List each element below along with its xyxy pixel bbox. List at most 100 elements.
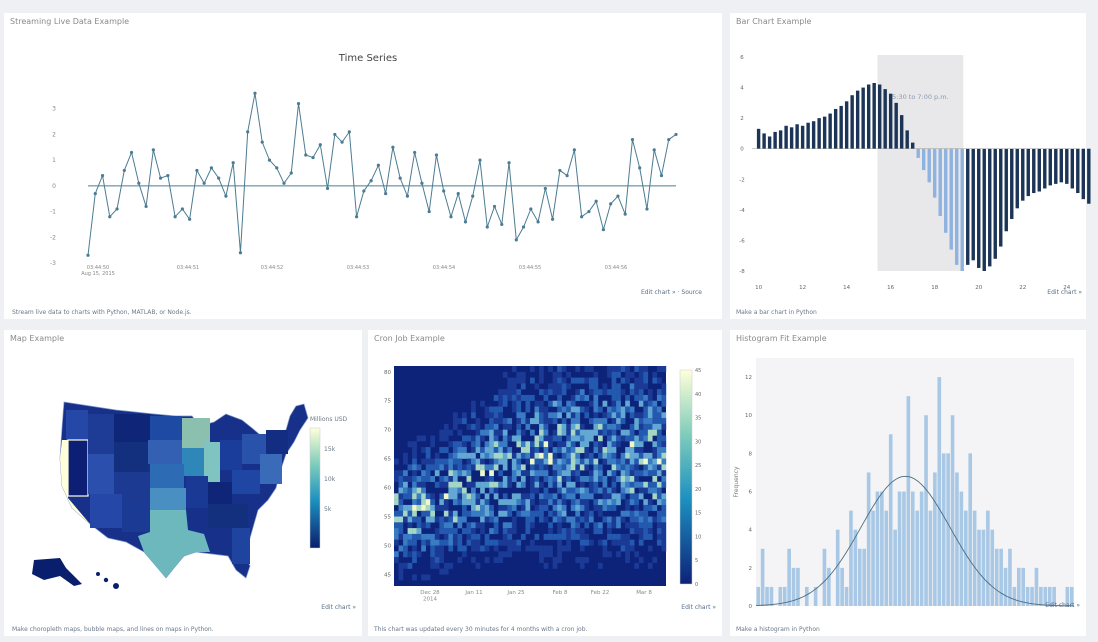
histogram-bar xyxy=(1034,567,1039,606)
heatmap-cell xyxy=(543,429,549,436)
data-point xyxy=(362,189,366,193)
heatmap-cell xyxy=(593,504,599,511)
heatmap-cell xyxy=(570,522,576,529)
cron-edit-chart-link[interactable]: Edit chart » xyxy=(681,604,716,611)
histogram-bar xyxy=(986,510,990,606)
heatmap-cell xyxy=(557,499,562,506)
bar-panel: Bar Chart Example 6 4 2 0 -2 -4 -6 -8 10 12 14 16 18… xyxy=(730,13,1091,319)
heatmap-cell xyxy=(398,476,404,482)
histogram-bar xyxy=(959,491,964,606)
heatmap-cell xyxy=(430,516,435,523)
histogram-bar xyxy=(787,548,791,606)
data-point xyxy=(427,209,431,214)
heatmap-cell xyxy=(548,481,553,488)
heatmap-cell xyxy=(548,476,553,482)
heatmap-cell xyxy=(475,418,481,425)
heatmap-cell xyxy=(661,533,667,540)
histogram-edit-chart-link[interactable]: Edit chart » xyxy=(1045,602,1080,609)
heatmap-cell xyxy=(543,412,549,419)
heatmap-cell xyxy=(403,493,408,500)
histogram-bar xyxy=(875,491,880,606)
heatmap-cell xyxy=(593,458,599,465)
bar xyxy=(1037,148,1041,192)
heatmap-cell xyxy=(452,476,458,482)
heatmap-cell xyxy=(516,464,522,471)
heatmap-cell xyxy=(511,504,517,511)
heatmap-cell xyxy=(661,394,667,401)
heatmap-cell xyxy=(520,418,526,425)
heatmap-cell xyxy=(452,458,458,465)
histogram-bar xyxy=(893,529,897,606)
heatmap-cell xyxy=(579,504,585,511)
histogram-bar xyxy=(999,548,1003,606)
heatmap-cell xyxy=(652,412,658,419)
bar xyxy=(877,84,882,149)
heatmap-cell xyxy=(566,447,571,454)
heatmap-cell xyxy=(570,481,576,488)
heatmap-cell xyxy=(611,394,617,401)
heatmap-cell xyxy=(407,562,413,569)
heatmap-cell xyxy=(584,499,590,506)
heatmap-cell xyxy=(416,493,422,500)
heatmap-cell xyxy=(466,476,472,482)
data-point xyxy=(492,204,497,209)
heatmap-cell xyxy=(598,562,603,569)
heatmap-cell xyxy=(421,447,426,454)
heatmap-cell xyxy=(588,493,594,500)
heatmap-cell xyxy=(507,481,513,488)
histogram-bar xyxy=(1021,567,1026,606)
heatmap-cell xyxy=(661,545,667,552)
heatmap-cell xyxy=(557,528,562,535)
heatmap-cell xyxy=(398,516,404,523)
heatmap-cell xyxy=(607,493,612,500)
histogram-bar xyxy=(756,586,761,606)
heatmap-cell xyxy=(575,487,581,494)
heatmap-cell xyxy=(520,493,526,500)
heatmap-cell xyxy=(471,539,476,546)
heatmap-cell xyxy=(425,470,431,477)
map-edit-chart-link[interactable]: Edit chart » xyxy=(321,604,356,611)
heatmap-cell xyxy=(616,400,621,407)
heatmap-cell xyxy=(647,487,653,494)
heatmap-cell xyxy=(638,528,644,535)
y-tick-label: 0 xyxy=(740,147,744,153)
bar xyxy=(784,125,788,149)
heatmap-cell xyxy=(439,493,445,500)
streaming-edit-chart-link[interactable]: Edit chart » · Source xyxy=(640,289,702,296)
heatmap-cell xyxy=(534,435,540,442)
heatmap-cell xyxy=(534,487,540,494)
heatmap-cell xyxy=(421,470,426,477)
heatmap-cell xyxy=(452,533,458,540)
series-line xyxy=(87,93,677,256)
heatmap-cell xyxy=(439,499,445,506)
heatmap-cell xyxy=(643,400,649,407)
heatmap-cell xyxy=(598,435,603,442)
heatmap-cell xyxy=(394,533,399,540)
heatmap-cell xyxy=(607,441,612,448)
bar-edit-chart-link[interactable]: Edit chart » xyxy=(1047,289,1082,296)
heatmap-cell xyxy=(566,458,571,465)
heatmap-cell xyxy=(534,533,540,540)
heatmap-cell xyxy=(498,470,503,477)
heatmap-cell xyxy=(566,400,571,407)
map-region xyxy=(150,464,184,488)
heatmap-cell xyxy=(434,464,440,471)
heatmap-cell xyxy=(616,551,621,558)
heatmap-cell xyxy=(593,487,599,494)
map-region xyxy=(204,442,220,482)
data-point xyxy=(129,150,134,155)
heatmap-cell xyxy=(561,470,567,477)
heatmap-cell xyxy=(647,400,653,407)
bar xyxy=(1010,148,1014,220)
y-tick-label: -2 xyxy=(739,177,744,183)
heatmap-cell xyxy=(484,504,490,511)
heatmap-cell xyxy=(625,464,630,471)
heatmap-cell xyxy=(570,533,576,540)
heatmap-cell xyxy=(430,504,435,511)
heatmap-cell xyxy=(656,412,662,419)
heatmap-cell xyxy=(643,406,649,413)
bar xyxy=(982,148,986,271)
heatmap-cell xyxy=(407,493,413,500)
heatmap-cell xyxy=(620,412,626,419)
